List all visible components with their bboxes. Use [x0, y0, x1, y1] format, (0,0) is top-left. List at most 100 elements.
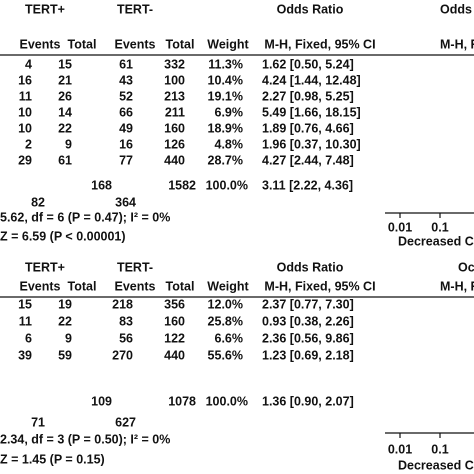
- table-cell: 16: [119, 137, 133, 151]
- total-cell: 100.0%: [206, 178, 248, 192]
- table-cell: 440: [164, 348, 185, 362]
- table-cell: 19: [58, 297, 72, 311]
- table-cell: 0.93 [0.38, 2.26]: [262, 314, 354, 328]
- table-cell: 160: [164, 314, 185, 328]
- table-cell: 332: [164, 57, 185, 71]
- table-cell: 2: [25, 137, 32, 151]
- table-cell: 1.96 [0.37, 10.30]: [262, 137, 361, 151]
- table-cell: 16: [18, 73, 32, 87]
- table-cell: 218: [112, 297, 133, 311]
- effect-header: Odds Ratio: [277, 2, 344, 16]
- column-header: Total: [166, 279, 195, 293]
- column-header: Events: [20, 37, 61, 51]
- table-cell: 55.6%: [208, 348, 243, 362]
- table-cell: 22: [58, 314, 72, 328]
- overall-effect: Z = 6.59 (P < 0.00001): [0, 229, 126, 243]
- axis-label: Decreased C: [398, 234, 474, 248]
- table-cell: 211: [165, 105, 185, 119]
- table-cell: 22: [58, 121, 72, 135]
- table-cell: 6.9%: [215, 105, 244, 119]
- table-cell: 61: [119, 57, 133, 71]
- table-cell: 270: [112, 348, 133, 362]
- total-cell: 109: [91, 394, 112, 408]
- table-cell: 29: [18, 153, 32, 167]
- table-cell: 28.7%: [208, 153, 243, 167]
- table-cell: 1.89 [0.76, 4.66]: [262, 121, 354, 135]
- overall-effect: Z = 1.45 (P = 0.15): [0, 452, 105, 466]
- table-cell: 6: [25, 331, 32, 345]
- table-cell: 5.49 [1.66, 18.15]: [262, 105, 361, 119]
- table-cell: 6.6%: [215, 331, 244, 345]
- table-cell: 49: [119, 121, 133, 135]
- table-cell: 126: [164, 137, 185, 151]
- group-header: TERT-: [117, 260, 153, 274]
- table-cell: 59: [58, 348, 72, 362]
- table-cell: 10: [18, 105, 32, 119]
- table-cell: 14: [58, 105, 72, 119]
- axis-tick-label: 0.01: [388, 220, 412, 234]
- total-cell: 100.0%: [206, 394, 248, 408]
- table-cell: 2.37 [0.77, 7.30]: [262, 297, 354, 311]
- axis-label: Decreased C: [398, 458, 474, 472]
- table-cell: 11.3%: [208, 57, 243, 71]
- table-cell: 356: [164, 297, 185, 311]
- table-cell: 19.1%: [208, 89, 243, 103]
- table-cell: 77: [119, 153, 133, 167]
- table-cell: 4.24 [1.44, 12.48]: [262, 73, 361, 87]
- table-cell: 11: [19, 314, 32, 328]
- table-cell: 66: [119, 105, 133, 119]
- events-total: 627: [115, 415, 136, 429]
- axis-tick-label: 0.1: [431, 442, 448, 456]
- group-header: TERT+: [25, 260, 65, 274]
- events-total: 82: [31, 195, 45, 209]
- column-header: M-H, Fixed, 95% CI: [264, 279, 375, 293]
- table-cell: 9: [65, 331, 72, 345]
- total-cell: 1582: [168, 178, 196, 192]
- effect-header: Oc: [458, 260, 474, 274]
- table-cell: 100: [164, 73, 185, 87]
- column-header: Events: [115, 37, 156, 51]
- column-header: Weight: [207, 37, 249, 51]
- table-cell: 213: [164, 89, 185, 103]
- table-cell: 10: [18, 121, 32, 135]
- column-header: M-H, Fixed, 95% CI: [264, 37, 375, 51]
- heterogeneity: 5.62, df = 6 (P = 0.47); I² = 0%: [0, 210, 170, 224]
- total-cell: 3.11 [2.22, 4.36]: [262, 178, 353, 192]
- table-cell: 12.0%: [208, 297, 243, 311]
- table-cell: 10.4%: [208, 73, 243, 87]
- total-cell: 168: [91, 178, 112, 192]
- total-cell: 1.36 [0.90, 2.07]: [262, 394, 354, 408]
- table-cell: 1.62 [0.50, 5.24]: [262, 57, 354, 71]
- table-cell: 52: [119, 89, 133, 103]
- table-cell: 160: [164, 121, 185, 135]
- effect-header: Odds Ratio: [277, 260, 344, 274]
- table-cell: 1.23 [0.69, 2.18]: [262, 348, 354, 362]
- column-header: Events: [20, 279, 61, 293]
- table-cell: 440: [164, 153, 185, 167]
- table-cell: 15: [58, 57, 72, 71]
- table-cell: 61: [58, 153, 72, 167]
- table-cell: 9: [65, 137, 72, 151]
- axis-tick-label: 0.1: [431, 220, 448, 234]
- table-cell: 83: [119, 314, 133, 328]
- axis-tick-label: 0.01: [388, 442, 412, 456]
- group-header: TERT-: [117, 2, 153, 16]
- table-cell: 39: [18, 348, 32, 362]
- table-cell: 4.27 [2.44, 7.48]: [262, 153, 354, 167]
- effect-header: Odds: [440, 2, 472, 16]
- group-header: TERT+: [25, 2, 65, 16]
- column-header: Weight: [207, 279, 249, 293]
- table-cell: 26: [58, 89, 72, 103]
- events-total: 71: [31, 415, 45, 429]
- column-header: Total: [166, 37, 195, 51]
- table-cell: 25.8%: [208, 314, 243, 328]
- column-header: M-H, Fi: [440, 37, 474, 51]
- table-cell: 21: [58, 73, 72, 87]
- table-cell: 11: [19, 89, 32, 103]
- table-cell: 18.9%: [208, 121, 243, 135]
- column-header: Total: [68, 37, 97, 51]
- table-cell: 4: [25, 57, 32, 71]
- table-cell: 2.36 [0.56, 9.86]: [262, 331, 354, 345]
- table-cell: 122: [164, 331, 185, 345]
